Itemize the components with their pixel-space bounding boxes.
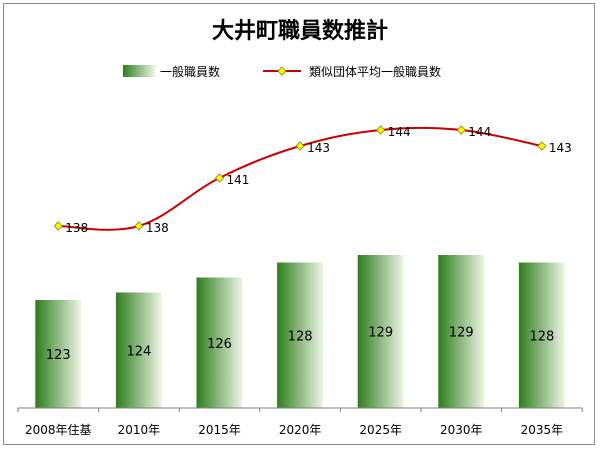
bar-2 bbox=[196, 277, 243, 408]
line-point-0 bbox=[53, 221, 63, 231]
x-tick-label-6: 2035年 bbox=[521, 423, 564, 437]
bar-series: 123 124 126 128 129 129 128 bbox=[35, 255, 565, 408]
bar-0 bbox=[35, 300, 82, 408]
chart-title: 大井町職員数推計 bbox=[212, 18, 388, 44]
line-point-5 bbox=[456, 125, 466, 135]
line-value-label-2: 141 bbox=[227, 173, 250, 187]
legend-bar-swatch bbox=[123, 65, 155, 77]
bar-value-label-1: 124 bbox=[126, 344, 151, 359]
bar-1 bbox=[115, 292, 162, 408]
x-tick-label-3: 2020年 bbox=[279, 423, 322, 437]
x-tick-label-1: 2010年 bbox=[118, 423, 161, 437]
x-tick-label-5: 2030年 bbox=[440, 423, 483, 437]
bar-4 bbox=[357, 255, 404, 408]
bar-value-label-3: 128 bbox=[288, 329, 313, 344]
bar-value-label-0: 123 bbox=[46, 348, 71, 363]
line-value-label-1: 138 bbox=[146, 221, 169, 235]
bar-5 bbox=[438, 255, 485, 408]
line-point-6 bbox=[537, 141, 547, 151]
x-tick-label-2: 2015年 bbox=[198, 423, 241, 437]
line-value-label-3: 143 bbox=[307, 141, 330, 155]
x-tick-label-0: 2008年住基 bbox=[25, 423, 92, 437]
bar-3 bbox=[277, 262, 324, 408]
line-value-label-5: 144 bbox=[468, 125, 491, 139]
x-axis-ticks: 2008年住基 2010年 2015年 2020年 2025年 2030年 2035年 bbox=[17, 408, 583, 437]
legend-label-bar: 一般職員数 bbox=[160, 64, 220, 79]
line-point-4 bbox=[376, 125, 386, 135]
line-point-2 bbox=[214, 173, 225, 183]
bar-value-label-4: 129 bbox=[368, 326, 393, 341]
bar-6 bbox=[518, 262, 565, 408]
line-series: 138 138 141 143 144 144 143 bbox=[53, 125, 572, 235]
line-value-label-4: 144 bbox=[388, 125, 411, 139]
bar-value-label-6: 128 bbox=[529, 329, 554, 344]
bar-value-label-2: 126 bbox=[207, 337, 232, 352]
line-point-3 bbox=[295, 141, 305, 151]
legend-label-line: 類似団体平均一般職員数 bbox=[309, 64, 441, 79]
x-tick-label-4: 2025年 bbox=[359, 423, 402, 437]
legend: 一般職員数 類似団体平均一般職員数 bbox=[123, 64, 441, 79]
line-value-label-0: 138 bbox=[65, 221, 88, 235]
bar-value-label-5: 129 bbox=[449, 326, 474, 341]
legend-line-marker bbox=[277, 66, 287, 76]
line-point-1 bbox=[134, 221, 144, 231]
line-value-label-6: 143 bbox=[549, 141, 572, 155]
